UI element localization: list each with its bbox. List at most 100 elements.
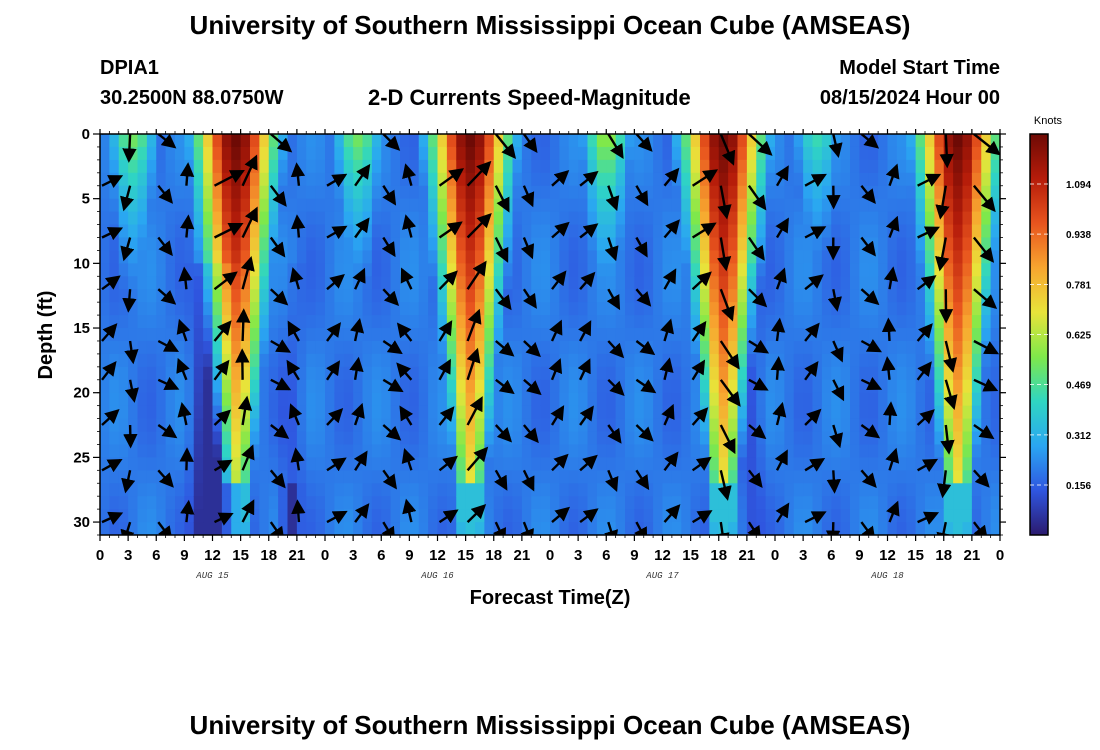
heatmap-cell [887, 185, 898, 200]
heatmap-cell [943, 185, 954, 200]
heatmap-cell [484, 366, 495, 381]
heatmap-cell [812, 470, 823, 484]
heatmap-cell [634, 159, 645, 174]
heatmap-cell [943, 522, 954, 535]
heatmap-cell [840, 457, 851, 471]
heatmap-cell [521, 496, 532, 510]
heatmap-cell [971, 250, 982, 264]
heatmap-cell [981, 392, 992, 407]
heatmap-cell [353, 250, 364, 264]
heatmap-cell [962, 315, 973, 329]
current-vector [634, 185, 649, 207]
heatmap-cell [671, 159, 682, 174]
current-vector [101, 227, 124, 241]
heatmap-cell [840, 353, 851, 368]
heatmap-cell [334, 315, 345, 329]
heatmap-cell [756, 185, 767, 200]
heatmap-cell [146, 470, 157, 484]
heatmap-cell [296, 379, 307, 394]
heatmap-cell [334, 146, 345, 161]
heatmap-cell [615, 444, 626, 458]
heatmap-cell [990, 366, 1000, 381]
current-vector [885, 163, 900, 187]
heatmap-cell [559, 418, 570, 433]
current-vector [935, 237, 950, 272]
heatmap-cell [681, 366, 692, 381]
heatmap-cell [296, 289, 307, 303]
heatmap-cell [906, 302, 917, 316]
heatmap-cell [896, 366, 907, 381]
heatmap-cell [250, 431, 260, 446]
current-vector [663, 219, 680, 239]
heatmap-cell [137, 457, 148, 471]
heatmap-cell [325, 302, 335, 316]
current-vector [550, 405, 565, 426]
heatmap-cell [203, 340, 214, 355]
current-vector [917, 226, 940, 240]
heatmap-cell [653, 276, 664, 290]
x-tick-label: 15 [457, 547, 474, 564]
heatmap-cell [184, 224, 195, 239]
current-vector [973, 288, 998, 310]
heatmap-cell [128, 224, 139, 239]
heatmap-cell [840, 185, 851, 200]
current-vector [495, 378, 515, 395]
heatmap-cell [156, 509, 167, 523]
heatmap-cell [400, 509, 410, 523]
heatmap-cell [428, 172, 439, 187]
heatmap-cell [540, 289, 551, 303]
heatmap-cell [156, 340, 167, 355]
heatmap-cell [484, 418, 495, 433]
heatmap-cell [212, 224, 223, 239]
heatmap-cell [343, 405, 354, 420]
heatmap-cell [934, 224, 945, 239]
heatmap-cell [240, 289, 251, 303]
heatmap-cell [296, 457, 307, 471]
heatmap-cell [896, 263, 907, 277]
current-vector [606, 288, 621, 311]
heatmap-cell [643, 302, 654, 316]
heatmap-cell [803, 431, 814, 446]
heatmap-cell [212, 211, 223, 226]
heatmap-cell [878, 315, 889, 329]
heatmap-cell [578, 302, 589, 316]
heatmap-cell [709, 276, 720, 290]
heatmap-cell [503, 522, 514, 535]
heatmap-cell [737, 418, 748, 433]
heatmap-cell [953, 224, 964, 239]
current-vector [886, 500, 900, 523]
heatmap-cell [175, 340, 185, 355]
heatmap-cell [765, 276, 776, 290]
heatmap-cell [100, 444, 110, 458]
heatmap-cell [671, 289, 682, 303]
heatmap-cell [184, 483, 195, 497]
heatmap-cell [503, 328, 514, 342]
heatmap-cell [840, 146, 851, 161]
heatmap-cell [953, 289, 964, 303]
heatmap-cell [878, 159, 889, 174]
heatmap-cell [915, 431, 926, 446]
heatmap-cell [456, 276, 467, 290]
current-vector [882, 401, 898, 426]
current-vector [213, 223, 244, 239]
heatmap-cell [475, 431, 485, 446]
heatmap-cell [540, 496, 551, 510]
heatmap-cell [793, 159, 804, 174]
heatmap-cell [643, 211, 654, 226]
heatmap-cell [137, 185, 148, 200]
heatmap-cell [925, 315, 935, 329]
heatmap-cell [175, 172, 185, 187]
heatmap-cell [784, 457, 795, 471]
current-vector [973, 424, 995, 440]
heatmap-cell [325, 263, 335, 277]
current-vector [719, 288, 735, 322]
heatmap-cell [531, 509, 542, 523]
current-vector [972, 184, 996, 213]
heatmap-cell [812, 522, 823, 535]
heatmap-cell [746, 237, 757, 252]
heatmap-cell [634, 483, 645, 497]
current-vector [579, 170, 599, 187]
heatmap-cell [962, 146, 973, 161]
heatmap-cell [775, 522, 785, 535]
current-vector [354, 217, 370, 239]
